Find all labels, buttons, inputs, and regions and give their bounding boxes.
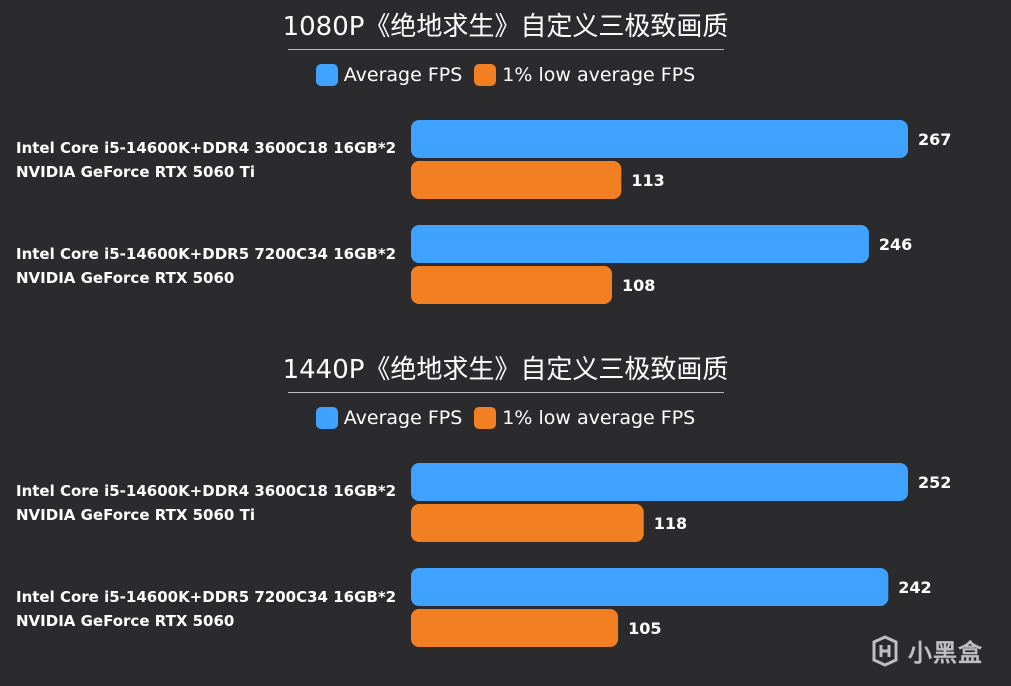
category-label-cpu: Intel Core i5-14600K+DDR5 7200C34 16GB*2 <box>16 245 397 263</box>
bar-low-fps <box>411 609 619 647</box>
bar-plot-area: 267 113 246 108 <box>411 120 951 304</box>
bar-value-label: 113 <box>631 171 664 190</box>
bar-low-fps <box>411 266 613 304</box>
category-label-cpu: Intel Core i5-14600K+DDR4 3600C18 16GB*2 <box>16 482 397 500</box>
legend-label-low: 1% low average FPS <box>502 64 696 86</box>
category-label-gpu: NVIDIA GeForce RTX 5060 <box>16 269 235 287</box>
heybox-logo-icon <box>872 634 898 667</box>
legend-swatch-average <box>315 407 338 429</box>
legend-item-average: Average FPS <box>315 407 463 429</box>
chart-1080p: 1080P《绝地求生》自定义三极致画质 Average FPS 1% low a… <box>0 12 1011 304</box>
watermark-text: 小黑盒 <box>908 639 983 667</box>
legend-item-average: Average FPS <box>315 64 463 86</box>
watermark: 小黑盒 <box>868 633 983 668</box>
bar-plot-area: 252 118 242 105 <box>411 463 951 647</box>
chart-1440p: 1440P《绝地求生》自定义三极致画质 Average FPS 1% low a… <box>0 343 1011 686</box>
bar-value-label: 242 <box>898 578 931 597</box>
category-label-cpu: Intel Core i5-14600K+DDR4 3600C18 16GB*2 <box>16 139 397 157</box>
category-label: Intel Core i5-14600K+DDR5 7200C34 16GB*2… <box>16 242 396 290</box>
bar-average-fps <box>411 463 908 501</box>
bar-average-fps <box>411 568 889 606</box>
bar-value-label: 108 <box>622 276 655 295</box>
legend: Average FPS 1% low average FPS <box>0 407 1011 429</box>
bar-value-label: 246 <box>879 235 912 254</box>
legend-swatch-average <box>315 64 338 86</box>
category-label: Intel Core i5-14600K+DDR5 7200C34 16GB*2… <box>16 585 396 633</box>
bar-average-fps <box>411 120 908 158</box>
category-label-gpu: NVIDIA GeForce RTX 5060 <box>16 612 235 630</box>
legend-swatch-low <box>474 407 497 429</box>
title-underline <box>288 49 724 50</box>
category-label: Intel Core i5-14600K+DDR4 3600C18 16GB*2… <box>16 479 396 527</box>
bar-value-label: 105 <box>628 619 661 638</box>
chart-title: 1080P《绝地求生》自定义三极致画质 <box>282 12 729 42</box>
category-label: Intel Core i5-14600K+DDR4 3600C18 16GB*2… <box>16 136 396 184</box>
bar-low-fps <box>411 161 622 199</box>
category-label-gpu: NVIDIA GeForce RTX 5060 Ti <box>16 506 255 524</box>
legend-item-low: 1% low average FPS <box>474 64 695 86</box>
bar-low-fps <box>411 504 644 542</box>
category-label-cpu: Intel Core i5-14600K+DDR5 7200C34 16GB*2 <box>16 588 397 606</box>
title-underline <box>288 392 724 393</box>
bar-value-label: 118 <box>654 514 687 533</box>
legend-swatch-low <box>474 64 497 86</box>
bar-average-fps <box>411 225 869 263</box>
legend-label-average: Average FPS <box>343 64 463 86</box>
legend-label-low: 1% low average FPS <box>502 407 696 429</box>
bar-value-label: 252 <box>918 473 951 492</box>
category-label-gpu: NVIDIA GeForce RTX 5060 Ti <box>16 163 255 181</box>
legend-item-low: 1% low average FPS <box>474 407 695 429</box>
legend-label-average: Average FPS <box>343 407 463 429</box>
legend: Average FPS 1% low average FPS <box>0 64 1011 86</box>
chart-title: 1440P《绝地求生》自定义三极致画质 <box>282 355 729 385</box>
bar-value-label: 267 <box>918 130 951 149</box>
